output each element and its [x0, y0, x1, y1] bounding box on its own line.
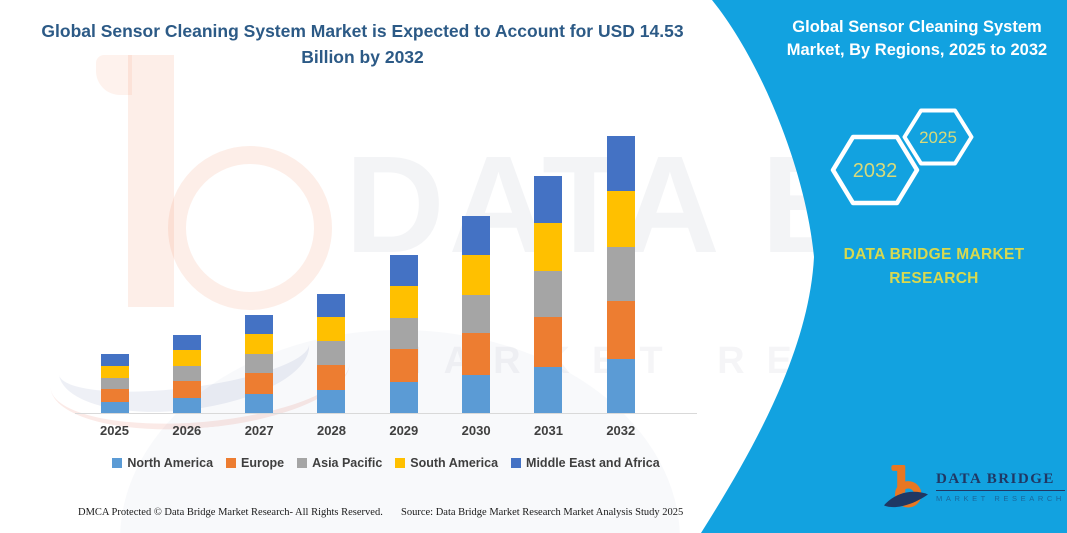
bar-segment-north-america [172, 397, 201, 413]
bar-segment-south-america [389, 286, 418, 319]
legend-item-north-america: North America [112, 456, 213, 470]
data-bridge-logo-icon [884, 465, 928, 508]
dmca-notice: DMCA Protected © Data Bridge Market Rese… [78, 507, 383, 518]
legend-item-middle-east-and-africa: Middle East and Africa [511, 456, 660, 470]
bar-segment-asia-pacific [317, 341, 346, 365]
bar-segment-europe [245, 373, 274, 394]
bar-segment-north-america [534, 366, 563, 413]
bar-2032 [606, 136, 635, 413]
legend-swatch-icon [511, 458, 522, 468]
bar-segment-middle-east-and-africa [389, 254, 418, 287]
x-axis-label-2029: 2029 [389, 423, 419, 438]
bar-segment-asia-pacific [606, 246, 635, 301]
logo-name: DATA BRIDGE [936, 471, 1065, 491]
x-axis-label-2030: 2030 [461, 423, 491, 438]
legend-label: South America [410, 456, 499, 470]
bar-segment-europe [462, 333, 491, 375]
bar-segment-north-america [245, 393, 274, 413]
bar-segment-middle-east-and-africa [245, 314, 274, 335]
bar-segment-europe [317, 364, 346, 390]
x-axis-label-2028: 2028 [317, 423, 346, 438]
bar-segment-north-america [389, 382, 418, 413]
bar-2025 [100, 354, 129, 413]
hexagon-year-label: 2032 [853, 160, 898, 182]
bar-segment-middle-east-and-africa [100, 354, 129, 367]
bar-segment-asia-pacific [389, 318, 418, 349]
x-axis-labels: 2025 2026 2027 2028 2029 2030 2031 2032 [75, 423, 697, 441]
side-panel-title-line1: Global Sensor Cleaning System [792, 18, 1042, 36]
bar-segment-middle-east-and-africa [534, 175, 563, 223]
bar-segment-north-america [462, 374, 491, 413]
bar-segment-south-america [534, 222, 563, 271]
bar-segment-asia-pacific [462, 294, 491, 334]
bar-segment-asia-pacific [534, 270, 563, 317]
bar-segment-asia-pacific [245, 354, 274, 374]
bar-segment-south-america [606, 190, 635, 247]
bar-segment-asia-pacific [172, 366, 201, 382]
hexagon-badge-2025: 2025 [902, 108, 974, 166]
legend-label: North America [127, 456, 214, 470]
bar-2027 [245, 314, 274, 413]
legend-swatch-icon [297, 458, 308, 468]
x-axis-label-2025: 2025 [100, 423, 129, 438]
bar-segment-europe [100, 389, 129, 402]
bar-2030 [462, 215, 491, 413]
legend-label: Middle East and Africa [526, 456, 660, 470]
data-bridge-logo: DATA BRIDGE MARKET RESEARCH [884, 461, 1065, 513]
footer: DMCA Protected © Data Bridge Market Rese… [0, 504, 700, 524]
bar-segment-south-america [317, 317, 346, 342]
hexagon-year-label: 2025 [919, 128, 957, 147]
bar-2026 [172, 334, 201, 413]
bar-segment-south-america [245, 334, 274, 355]
chart-title-line1: Global Sensor Cleaning System Market is … [41, 21, 684, 41]
bar-segment-north-america [100, 401, 129, 413]
legend-item-south-america: South America [395, 456, 498, 470]
bar-2029 [389, 254, 418, 413]
chart-title: Global Sensor Cleaning System Market is … [40, 18, 685, 71]
x-axis-label-2026: 2026 [172, 423, 202, 438]
legend-swatch-icon [395, 458, 406, 468]
bar-segment-north-america [317, 389, 346, 413]
legend-item-asia-pacific: Asia Pacific [297, 456, 382, 470]
side-panel-title: Global Sensor Cleaning System Market, By… [770, 16, 1064, 62]
legend-label: Europe [241, 456, 285, 470]
hexagon-badge-2032: 2032 [830, 134, 920, 206]
bar-segment-middle-east-and-africa [462, 215, 491, 255]
legend-swatch-icon [112, 458, 123, 468]
bar-2031 [534, 175, 563, 413]
bar-segment-south-america [462, 254, 491, 295]
side-panel-title-line2: Market, By Regions, 2025 to 2032 [786, 41, 1048, 60]
bar-segment-europe [606, 300, 635, 359]
legend-label: Asia Pacific [312, 456, 383, 470]
bar-segment-europe [172, 381, 201, 398]
bar-segment-asia-pacific [100, 377, 129, 390]
bar-segment-middle-east-and-africa [317, 293, 346, 318]
x-axis-label-2027: 2027 [244, 423, 274, 438]
watermark-logo-icon [128, 55, 174, 307]
legend: North America Europe Asia Pacific South Ame… [75, 456, 697, 470]
bar-2028 [317, 293, 346, 413]
bar-segment-north-america [606, 358, 635, 413]
bar-segment-middle-east-and-africa [172, 334, 201, 351]
bar-segment-south-america [172, 350, 201, 367]
brand-name-text: DATA BRIDGE MARKET RESEARCH [843, 246, 1025, 288]
legend-swatch-icon [226, 458, 237, 468]
bar-segment-europe [534, 316, 563, 367]
x-axis-label-2032: 2032 [606, 423, 636, 438]
bar-segment-middle-east-and-africa [606, 136, 635, 191]
legend-item-europe: Europe [226, 456, 284, 470]
plot-area [75, 118, 697, 414]
source-note: Source: Data Bridge Market Research Mark… [401, 507, 684, 518]
bar-segment-europe [389, 348, 418, 383]
chart-title-line2: Billion by 2032 [301, 47, 424, 68]
bar-segment-south-america [100, 366, 129, 378]
logo-subtitle: MARKET RESEARCH [936, 494, 1065, 503]
x-axis-label-2031: 2031 [534, 423, 563, 438]
